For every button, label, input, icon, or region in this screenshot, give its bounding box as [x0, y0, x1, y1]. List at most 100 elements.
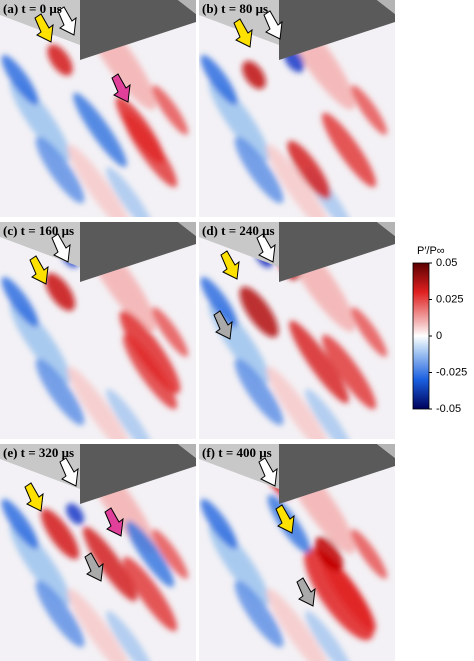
arrow [34, 13, 54, 43]
colorbar-tick-label: 0 [436, 330, 442, 342]
dark-wall [80, 0, 196, 60]
pressure-structure [242, 60, 266, 90]
pressure-structure [125, 520, 175, 588]
pressure-structure [151, 307, 189, 357]
pressure-structure [350, 529, 388, 579]
light-wall [199, 444, 279, 489]
light-wall [199, 222, 279, 267]
pressure-structure [304, 547, 374, 641]
panel-label: (a) t = 0 μs [3, 1, 62, 16]
pressure-structure [9, 78, 71, 162]
pressure-field [1, 232, 189, 439]
panel: (e) t = 320 μs [0, 444, 196, 661]
pressure-structure [47, 44, 73, 76]
dark-wall [279, 222, 395, 282]
arrow [104, 507, 124, 537]
panels: (a) t = 0 μs (b) t = 80 μs (c) t = 160 μs (… [0, 0, 395, 661]
pressure-field [1, 10, 189, 217]
dark-wall [80, 444, 196, 504]
pressure-structure [321, 334, 377, 410]
panel: (f) t = 400 μs [199, 444, 395, 661]
panel-field [199, 444, 395, 661]
pressure-structure [234, 136, 284, 204]
panel-label: (f) t = 400 μs [202, 445, 272, 460]
pressure-structure [234, 580, 284, 648]
wall-edge [377, 0, 395, 14]
wall-edge [178, 0, 196, 14]
panel-field [0, 222, 196, 439]
panel-field [0, 0, 196, 217]
colorbar-title: P′/P∞ [417, 245, 445, 257]
light-wall [0, 444, 80, 489]
pressure-structure [9, 522, 71, 606]
panel-field [0, 444, 196, 661]
dark-wall [279, 444, 395, 504]
arrow [256, 233, 276, 263]
arrow [220, 250, 240, 280]
pressure-structure [321, 112, 377, 188]
panel-label: (d) t = 240 μs [202, 223, 275, 238]
pressure-structure [106, 388, 154, 439]
colorbar-gradient [412, 262, 430, 410]
pressure-structure [1, 277, 39, 327]
pressure-structure [106, 166, 154, 217]
pressure-structure [73, 92, 127, 168]
panel: (c) t = 160 μs [0, 222, 196, 439]
arrow [296, 577, 316, 607]
pressure-structure [151, 529, 189, 579]
pressure-structure [67, 144, 133, 217]
pressure-structure [350, 307, 388, 357]
pressure-structure [66, 503, 84, 525]
pressure-structure [35, 136, 85, 204]
arrow [275, 504, 295, 534]
pressure-structure [239, 286, 279, 338]
pressure-structure [35, 580, 85, 648]
colorbar-tick-label: 0.025 [436, 293, 464, 305]
pressure-structure [115, 96, 165, 164]
pressure-structure [208, 522, 270, 606]
pressure-structure [1, 55, 39, 105]
pressure-structure [82, 526, 138, 602]
arrow [263, 10, 283, 40]
panel: (a) t = 0 μs [0, 0, 196, 217]
pressure-structure [151, 85, 189, 135]
pressure-structure [234, 358, 284, 426]
pressure-structure [122, 556, 178, 632]
colorbar-tick-label: -0.05 [436, 403, 461, 415]
pressure-structure [314, 536, 344, 572]
dark-wall [80, 222, 196, 282]
arrow [258, 457, 278, 487]
pressure-structure [305, 388, 353, 439]
panel: (d) t = 240 μs [199, 222, 395, 439]
pressure-structure [350, 85, 388, 135]
wall-edge [377, 444, 395, 458]
pressure-structure [67, 588, 133, 661]
arrow [29, 255, 49, 285]
pressure-field [200, 232, 388, 439]
panel: (b) t = 80 μs [199, 0, 395, 217]
panel-label: (e) t = 320 μs [3, 445, 74, 460]
pressure-structure [9, 300, 71, 384]
arrow [24, 482, 44, 512]
pressure-structure [289, 320, 349, 404]
panel-label: (b) t = 80 μs [202, 1, 268, 16]
panel-label: (c) t = 160 μs [3, 223, 74, 238]
pressure-structure [67, 366, 133, 439]
pressure-structure [208, 78, 270, 162]
pressure-structure [266, 366, 332, 439]
colorbar-tick-label: -0.025 [436, 366, 467, 378]
dark-wall [279, 0, 395, 60]
wall-edge [377, 222, 395, 236]
pressure-structure [35, 358, 85, 426]
pressure-structure [119, 310, 181, 394]
pressure-structure [266, 144, 332, 217]
arrow [59, 457, 79, 487]
arrow [84, 552, 104, 582]
colorbar: P′/P∞ 0.05 0.025 0 -0.025 -0.05 [412, 245, 467, 415]
colorbar-tick-label: 0.05 [436, 257, 457, 269]
pressure-structure [200, 499, 238, 549]
pressure-structure [200, 277, 238, 327]
pressure-structure [40, 508, 80, 560]
